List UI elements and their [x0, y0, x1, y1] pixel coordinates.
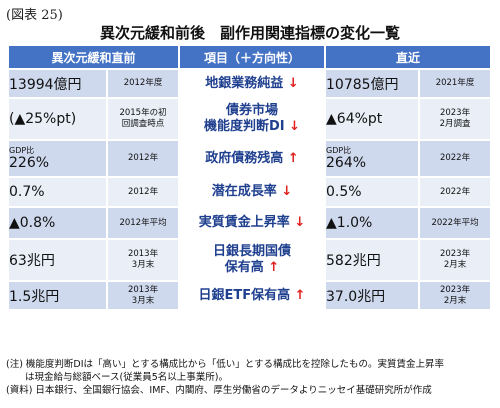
before-note: 2012年 — [107, 140, 181, 178]
item-label: 潜在成長率 — [211, 184, 277, 199]
recent-note: 2022年平均 — [419, 207, 493, 240]
recent-value-cell: 10785億円 — [325, 69, 421, 99]
recent-value-cell: 37.0兆円 — [325, 281, 421, 311]
recent-value: 264% — [326, 155, 367, 171]
before-value-cell: 13994億円 — [9, 69, 108, 99]
recent-value: 10785億円 — [326, 76, 399, 93]
direction-arrow-icon: ↓ — [281, 184, 293, 199]
item-label: 政府債務残高 — [205, 150, 284, 166]
before-value: 0.7% — [9, 184, 45, 200]
notes: (注) 機能度判断DIは「高い」とする構成比から「低い」とする構成比を控除したも… — [6, 358, 494, 397]
before-note: 2012年 — [107, 177, 181, 208]
table-row: (▲25%pt) 2015年の初 回調査時点 債券市場 機能度判断DI ↓ ▲64%pt… — [9, 98, 493, 141]
table-title: 異次元緩和前後 副作用関連指標の変化一覧 — [99, 24, 400, 42]
note-line: は現金給与総額ベース(従業員5名以上事業所)。 — [6, 372, 228, 383]
direction-arrow-icon: ↓ — [289, 119, 301, 134]
recent-value: 0.5% — [326, 184, 362, 200]
recent-value: ▲64%pt — [326, 111, 383, 127]
before-note: 2013年 3月末 — [107, 239, 181, 282]
recent-value-cell: ▲64%pt — [325, 98, 421, 141]
recent-note: 2023年 2月調査 — [419, 98, 493, 141]
before-value: 1.5兆円 — [9, 288, 60, 305]
table-row: GDP比 226% 2012年 政府債務残高 ↑ GDP比 264% 2022年 — [9, 140, 493, 178]
item-cell: 日銀ETF保有高 ↑ — [179, 281, 327, 311]
before-note: 2012年度 — [107, 69, 181, 99]
item-cell: 日銀長期国債 保有高 ↑ — [179, 239, 327, 282]
recent-value-cell: GDP比 264% — [325, 140, 421, 178]
header-item: 項目（＋方向性） — [179, 46, 327, 70]
before-value-cell: (▲25%pt) — [9, 98, 108, 141]
item-label: 保有高 — [224, 260, 264, 275]
before-value: (▲25%pt) — [9, 111, 77, 127]
item-cell: 債券市場 機能度判断DI ↓ — [179, 98, 327, 141]
recent-note: 2021年度 — [419, 69, 493, 99]
before-value-cell: 63兆円 — [9, 239, 108, 282]
item-cell: 地銀業務純益 ↓ — [179, 69, 327, 99]
recent-value: 582兆円 — [326, 253, 381, 269]
before-value: 13994億円 — [9, 76, 82, 93]
direction-arrow-icon: ↑ — [287, 150, 299, 166]
recent-value-cell: 0.5% — [325, 177, 421, 208]
item-cell: 政府債務残高 ↑ — [179, 140, 327, 178]
direction-arrow-icon: ↑ — [294, 287, 306, 303]
header-recent: 直近 — [325, 46, 493, 70]
before-value-cell: ▲0.8% — [9, 207, 108, 240]
direction-arrow-icon: ↑ — [268, 260, 280, 275]
recent-note: 2023年 2月末 — [419, 239, 493, 282]
recent-value: 37.0兆円 — [326, 288, 386, 305]
figure-label: (図表 25) — [6, 8, 63, 23]
recent-value: ▲1.0% — [326, 215, 373, 231]
table-row: 63兆円 2013年 3月末 日銀長期国債 保有高 ↑ 582兆円 2023年 2月末 — [9, 239, 493, 282]
table-row: 0.7% 2012年 潜在成長率 ↓ 0.5% 2022年 — [9, 177, 493, 208]
before-note: 2015年の初 回調査時点 — [107, 98, 181, 141]
before-note: 2013年 3月末 — [107, 281, 181, 311]
recent-note: 2022年 — [419, 140, 493, 178]
source-line: (資料) 日本銀行、全国銀行協会、IMF、内閣府、厚生労働省のデータよりニッセイ… — [6, 385, 432, 396]
recent-note: 2023年 2月末 — [419, 281, 493, 311]
before-value: 63兆円 — [9, 253, 55, 269]
recent-prefix: GDP比 — [326, 146, 352, 155]
recent-value-cell: ▲1.0% — [325, 207, 421, 240]
item-cell: 実質賃金上昇率 ↓ — [179, 207, 327, 240]
before-note: 2012年平均 — [107, 207, 181, 240]
item-cell: 潜在成長率 ↓ — [179, 177, 327, 208]
before-value: 226% — [9, 155, 50, 171]
before-value-cell: 0.7% — [9, 177, 108, 208]
direction-arrow-icon: ↓ — [287, 75, 299, 91]
item-label: 機能度判断DI — [203, 119, 285, 134]
item-label: 日銀長期国債 — [213, 244, 292, 259]
before-value-cell: 1.5兆円 — [9, 281, 108, 311]
table-row: ▲0.8% 2012年平均 実質賃金上昇率 ↓ ▲1.0% 2022年平均 — [9, 207, 493, 240]
recent-note: 2022年 — [419, 177, 493, 208]
table-row: 1.5兆円 2013年 3月末 日銀ETF保有高 ↑ 37.0兆円 2023年 2月末 — [9, 281, 493, 311]
item-label: 実質賃金上昇率 — [198, 215, 290, 230]
before-value-cell: GDP比 226% — [9, 140, 108, 178]
indicator-table: 異次元緩和直前 項目（＋方向性） 直近 13994億円 2012年度 地銀業務純益 … — [9, 46, 493, 311]
before-value: ▲0.8% — [9, 215, 56, 231]
recent-value-cell: 582兆円 — [325, 239, 421, 282]
note-line: (注) 機能度判断DIは「高い」とする構成比から「低い」とする構成比を控除したも… — [6, 359, 444, 370]
table-row: 13994億円 2012年度 地銀業務純益 ↓ 10785億円 2021年度 — [9, 69, 493, 99]
direction-arrow-icon: ↓ — [294, 215, 306, 230]
table-body: 13994億円 2012年度 地銀業務純益 ↓ 10785億円 2021年度 (▲25%p… — [9, 69, 493, 311]
before-prefix: GDP比 — [9, 146, 35, 155]
item-label: 日銀ETF保有高 — [198, 287, 291, 303]
item-label: 地銀業務純益 — [205, 75, 284, 91]
item-label: 債券市場 — [226, 103, 279, 118]
header-before: 異次元緩和直前 — [9, 46, 181, 70]
